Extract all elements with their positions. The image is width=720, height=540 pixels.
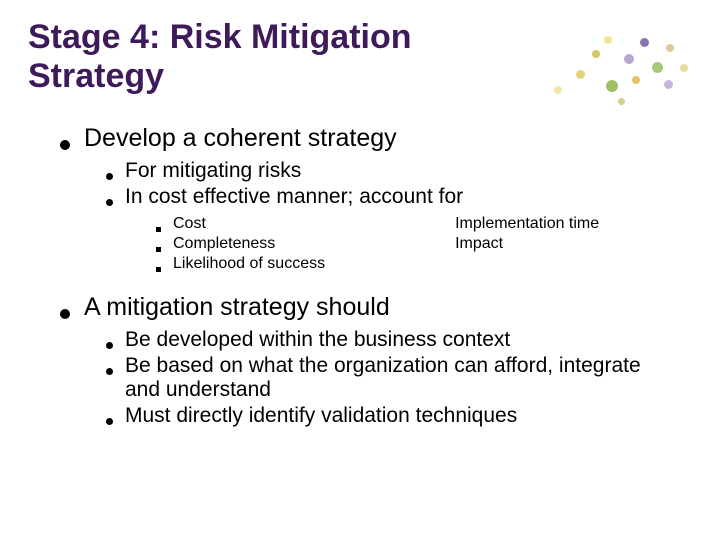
section1-item: In cost effective manner; account for <box>125 185 463 209</box>
square-bullet-icon <box>156 227 161 232</box>
section1-item: For mitigating risks <box>125 159 301 183</box>
disc-bullet-icon <box>60 140 70 150</box>
square-bullet-icon <box>156 247 161 252</box>
bullet-level2-group: Be developed within the business context… <box>106 328 692 428</box>
section2-item: Be developed within the business context <box>125 328 510 352</box>
section1-subitem: Likelihood of success <box>173 255 325 273</box>
bullet-level1: A mitigation strategy should <box>60 293 692 322</box>
section2-item: Must directly identify validation techni… <box>125 404 517 428</box>
small-disc-bullet-icon <box>106 173 113 180</box>
square-bullet-icon <box>156 267 161 272</box>
decorative-dots <box>548 36 698 116</box>
small-disc-bullet-icon <box>106 199 113 206</box>
section2-item: Be based on what the organization can af… <box>125 354 665 402</box>
small-disc-bullet-icon <box>106 368 113 375</box>
small-disc-bullet-icon <box>106 418 113 425</box>
bullet-level2-group: For mitigating risks In cost effective m… <box>106 159 692 209</box>
disc-bullet-icon <box>60 309 70 319</box>
title-line-2: Strategy <box>28 57 164 95</box>
section2-heading: A mitigation strategy should <box>84 293 390 322</box>
section1-heading: Develop a coherent strategy <box>84 124 397 153</box>
title-line-1: Stage 4: Risk Mitigation <box>28 18 412 56</box>
section1-subitem: Cost <box>173 215 206 233</box>
section1-subitem: Implementation time <box>455 215 599 233</box>
section1-subitem: Impact <box>455 235 503 253</box>
section1-subitem: Completeness <box>173 235 275 253</box>
small-disc-bullet-icon <box>106 342 113 349</box>
bullet-level1: Develop a coherent strategy <box>60 124 692 153</box>
bullet-level3-group: Cost Completeness Likelihood of success … <box>156 215 692 275</box>
